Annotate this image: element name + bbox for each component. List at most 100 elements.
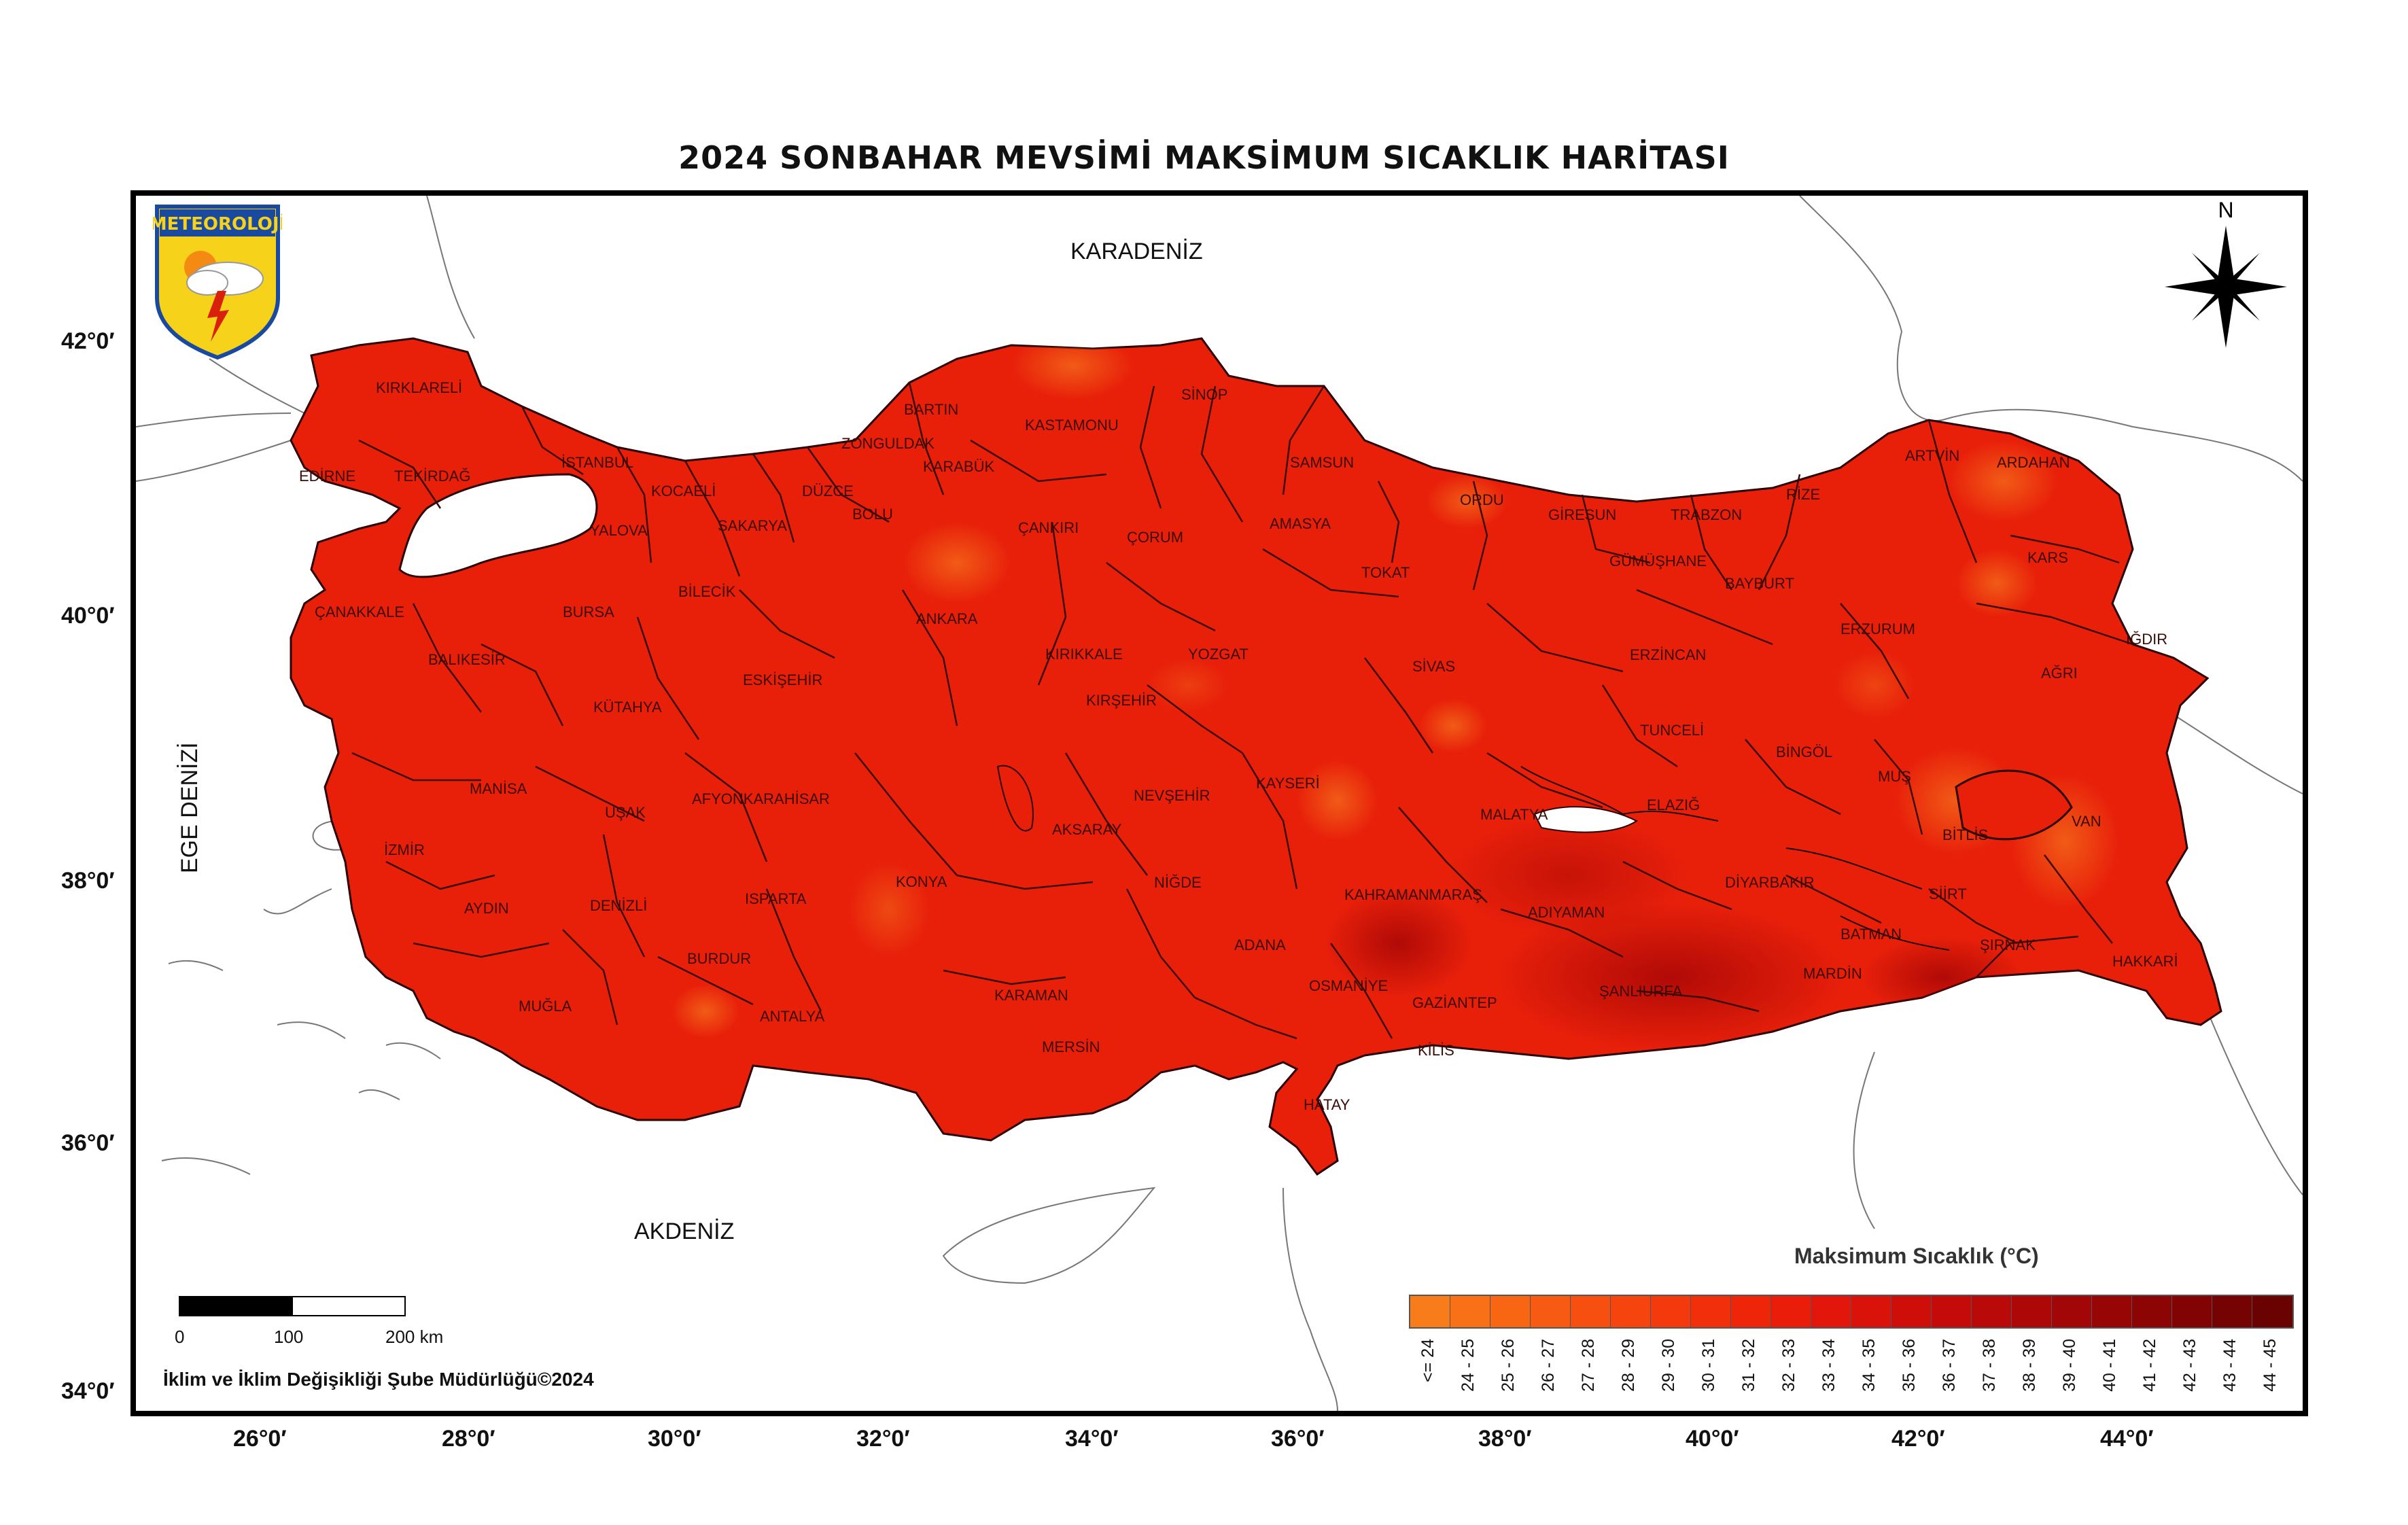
province-label: TOKAT (1361, 564, 1410, 581)
province-label: YOZGAT (1188, 646, 1249, 663)
province-boundaries (351, 382, 2133, 1040)
lat-label-38: 38°0′ (61, 868, 115, 894)
legend-swatch (1490, 1296, 1531, 1327)
rivers (1520, 766, 1950, 951)
province-label: ANKARA (916, 610, 978, 627)
province-label: BİTLİS (1942, 826, 1988, 843)
north-arrow: N (2158, 197, 2294, 360)
province-label: MUĞLA (519, 998, 572, 1015)
province-label: SAKARYA (718, 517, 787, 534)
north-label: N (2218, 198, 2233, 222)
province-label: MALATYA (1480, 806, 1548, 823)
province-label: BİLECİK (678, 583, 736, 600)
province-label: UŞAK (605, 804, 646, 821)
legend-swatch (2092, 1296, 2132, 1327)
province-label: BURDUR (687, 950, 751, 967)
scale-label-0: 0 (175, 1327, 185, 1347)
lon-label-26: 26°0′ (233, 1426, 287, 1452)
province-label: MARDİN (1803, 965, 1862, 982)
province-label: DİYARBAKIR (1725, 874, 1815, 891)
lon-label-42: 42°0′ (1891, 1426, 1945, 1452)
province-label: ELAZIĞ (1647, 796, 1700, 813)
province-label: ARDAHAN (1997, 454, 2070, 471)
province-label: TRABZON (1671, 506, 1742, 523)
province-label: ÇANKIRI (1018, 519, 1079, 536)
legend-label: 28 - 29 (1619, 1339, 1638, 1392)
lon-label-32: 32°0′ (856, 1426, 910, 1452)
province-label: YALOVA (590, 522, 648, 539)
legend-label: 24 - 25 (1459, 1339, 1478, 1392)
province-label: KOCAELİ (651, 483, 716, 499)
province-label: KIRIKKALE (1045, 646, 1123, 663)
legend-label: 27 - 28 (1579, 1339, 1598, 1392)
province-labels: KIRKLARELİ EDİRNE TEKİRDAĞ İSTANBUL KOCA… (299, 379, 2178, 1113)
lon-label-30: 30°0′ (648, 1426, 701, 1452)
map-frame: KIRKLARELİ EDİRNE TEKİRDAĞ İSTANBUL KOCA… (130, 190, 2308, 1416)
province-label: ESKİŞEHİR (743, 671, 822, 688)
province-label: ŞIRNAK (1980, 936, 2036, 953)
province-label: IĞDIR (2126, 631, 2167, 648)
province-label: ÇANAKKALE (315, 603, 404, 620)
scale-label-200: 200 km (385, 1327, 444, 1347)
province-label: HATAY (1304, 1096, 1350, 1113)
legend-label: 35 - 36 (1900, 1339, 1919, 1392)
legend-swatch (2132, 1296, 2172, 1327)
legend-swatch (1571, 1296, 1611, 1327)
province-label: BİNGÖL (1776, 743, 1832, 760)
province-label: KAYSERİ (1256, 775, 1320, 792)
legend-swatch (1691, 1296, 1731, 1327)
province-label: GÜMÜŞHANE (1609, 553, 1707, 569)
legend-swatch (1811, 1296, 1851, 1327)
legend-swatch (1450, 1296, 1490, 1327)
province-label: KIRŞEHİR (1086, 692, 1157, 709)
province-label: ADANA (1234, 936, 1286, 953)
province-label: İZMİR (384, 841, 425, 858)
legend-label: 43 - 44 (2220, 1339, 2239, 1392)
lat-label-40: 40°0′ (61, 603, 115, 629)
province-label: ZONGULDAK (841, 435, 935, 452)
province-label: GİRESUN (1548, 506, 1616, 523)
legend-swatch (2172, 1296, 2212, 1327)
legend-label: 25 - 26 (1499, 1339, 1518, 1392)
lat-label-34: 34°0′ (61, 1378, 115, 1404)
lon-label-36: 36°0′ (1271, 1426, 1325, 1452)
province-label: SİVAS (1412, 658, 1455, 675)
legend-title: Maksimum Sıcaklık (°C) (1794, 1244, 2039, 1268)
province-label: SAMSUN (1290, 454, 1354, 471)
province-label: SİİRT (1929, 886, 1967, 902)
lake-van (1955, 769, 2073, 841)
province-label: AFYONKARAHİSAR (692, 790, 830, 807)
legend-swatch (2212, 1296, 2252, 1327)
province-label: İSTANBUL (561, 454, 633, 471)
legend-label: 42 - 43 (2180, 1339, 2199, 1392)
province-label: MERSİN (1042, 1038, 1100, 1055)
legend-label: 37 - 38 (1980, 1339, 1999, 1392)
province-label: AYDIN (464, 900, 509, 917)
province-label: TUNCELİ (1640, 722, 1704, 739)
legend-swatch (1972, 1296, 2012, 1327)
province-label: SİNOP (1181, 386, 1227, 403)
province-label: DÜZCE (802, 483, 854, 499)
lon-label-38: 38°0′ (1478, 1426, 1532, 1452)
province-label: VAN (2072, 813, 2101, 830)
province-label: MUŞ (1878, 768, 1911, 785)
province-label: MANİSA (470, 780, 527, 797)
province-label: ŞANLIURFA (1599, 983, 1683, 1000)
legend-swatch (1611, 1296, 1651, 1327)
logo-text: METEOROLOJİ (153, 213, 282, 234)
scale-bar (179, 1296, 407, 1322)
province-label: BOLU (852, 506, 893, 523)
legend-label: 41 - 42 (2140, 1339, 2159, 1392)
legend-swatch (1891, 1296, 1932, 1327)
province-label: KİLİS (1418, 1042, 1454, 1059)
legend-label: 33 - 34 (1819, 1339, 1838, 1392)
province-label: KONYA (896, 873, 947, 890)
legend-swatch (2052, 1296, 2092, 1327)
legend-label: 29 - 30 (1659, 1339, 1678, 1392)
province-label: RİZE (1786, 486, 1820, 503)
lat-label-42: 42°0′ (61, 328, 115, 354)
credit-text: İklim ve İklim Değişikliği Şube Müdürlüğ… (163, 1369, 594, 1390)
province-label: BARTIN (904, 401, 958, 418)
province-label: NİĞDE (1154, 874, 1202, 891)
province-label: AĞRI (2041, 665, 2078, 682)
